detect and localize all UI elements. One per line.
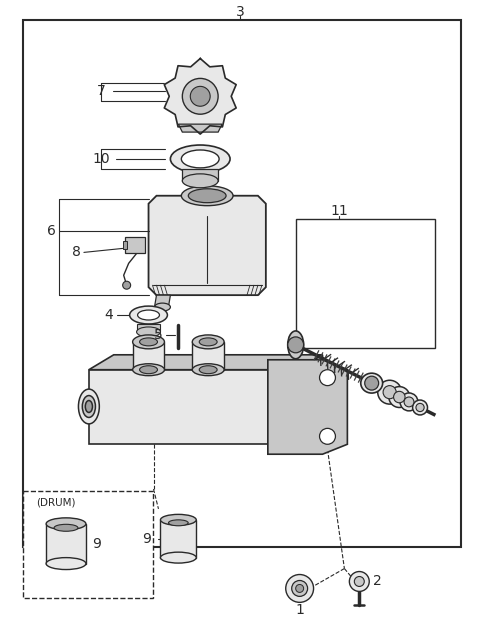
Ellipse shape [82,396,96,417]
Ellipse shape [182,174,218,188]
Ellipse shape [160,515,196,525]
Circle shape [182,79,218,114]
Polygon shape [89,355,323,370]
Bar [125,237,144,253]
Text: (DRUM): (DRUM) [36,498,76,508]
Bar [123,241,127,250]
Circle shape [320,370,336,386]
Circle shape [354,577,364,586]
Ellipse shape [140,365,157,374]
Polygon shape [192,342,224,370]
Bar [23,491,153,598]
Ellipse shape [132,335,165,349]
Bar [160,520,196,557]
Ellipse shape [132,364,165,376]
Ellipse shape [160,552,196,563]
Polygon shape [164,58,236,134]
Circle shape [400,393,418,411]
Ellipse shape [188,189,226,203]
Polygon shape [148,196,266,295]
Ellipse shape [54,524,78,531]
Circle shape [394,391,405,403]
Ellipse shape [138,310,159,320]
Polygon shape [182,169,218,181]
Ellipse shape [192,335,224,349]
Text: 9: 9 [92,537,101,550]
Text: 1: 1 [295,604,304,618]
Ellipse shape [199,338,217,346]
Circle shape [413,400,428,415]
Text: 11: 11 [331,204,348,218]
Circle shape [378,380,402,404]
Polygon shape [298,355,323,444]
Circle shape [292,580,308,596]
Circle shape [320,428,336,444]
Text: 2: 2 [373,575,382,588]
Bar [46,524,86,564]
Text: 9: 9 [142,532,151,546]
Ellipse shape [78,389,99,424]
Ellipse shape [155,303,170,311]
Ellipse shape [288,331,304,359]
Text: 10: 10 [92,152,109,166]
Polygon shape [137,324,160,332]
Circle shape [288,337,304,353]
Ellipse shape [181,150,219,168]
Text: 5: 5 [154,328,163,342]
Text: 8: 8 [72,245,80,259]
Circle shape [296,584,304,593]
Bar [296,219,435,348]
Ellipse shape [46,557,86,570]
Ellipse shape [181,186,233,205]
Circle shape [365,376,379,390]
Bar [23,20,461,547]
Ellipse shape [199,365,217,374]
Circle shape [416,403,424,412]
Text: 6: 6 [47,223,56,237]
Circle shape [190,86,210,106]
Circle shape [349,572,369,591]
Circle shape [286,575,313,602]
Ellipse shape [137,327,160,337]
Circle shape [383,386,396,399]
Ellipse shape [170,145,230,173]
Ellipse shape [85,401,93,412]
Polygon shape [89,370,298,444]
Ellipse shape [168,520,188,526]
Polygon shape [179,124,222,132]
Polygon shape [155,295,170,307]
Circle shape [404,397,414,407]
Text: 7: 7 [96,84,105,99]
Text: 4: 4 [104,308,113,322]
Text: 3: 3 [236,4,244,19]
Circle shape [389,387,410,408]
Polygon shape [132,342,165,370]
Ellipse shape [46,518,86,530]
Circle shape [123,281,131,289]
Ellipse shape [130,306,168,324]
Ellipse shape [140,338,157,346]
Polygon shape [268,360,348,454]
Ellipse shape [361,373,383,393]
Ellipse shape [192,364,224,376]
